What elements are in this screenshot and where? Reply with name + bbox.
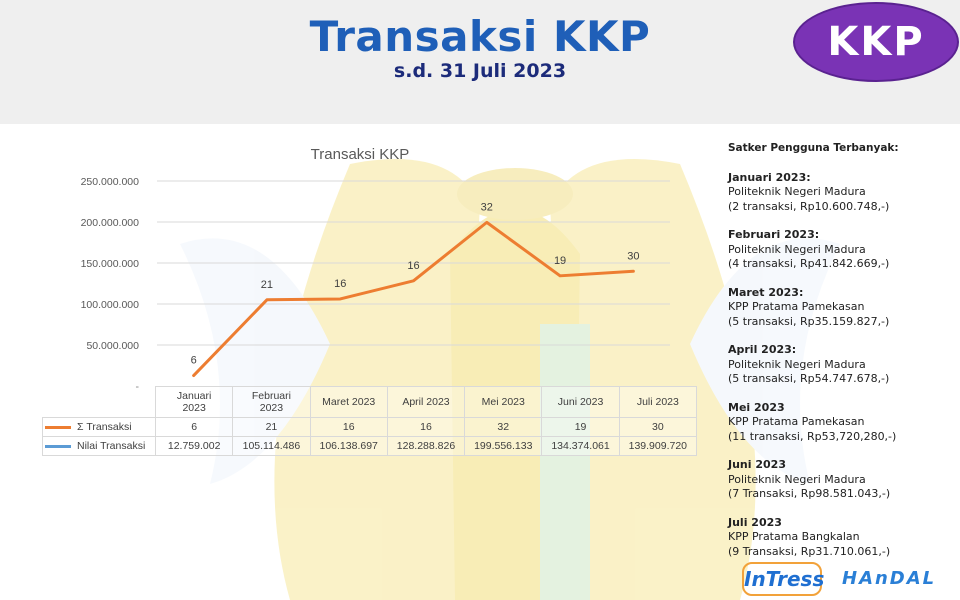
x-tick-label: April 2023 <box>386 386 466 418</box>
satker-detail: (11 transaksi, Rp53,720,280,-) <box>728 429 897 443</box>
list-item: Februari 2023: Politeknik Negeri Madura (4… <box>728 228 953 272</box>
x-tick-label: Juni 2023 <box>541 386 620 418</box>
legend-sigma-transaksi: Σ Transaksi <box>42 417 156 437</box>
point-label: 21 <box>261 279 273 291</box>
list-item: Mei 2023 KPP Pratama Pamekasan (11 transak… <box>728 401 953 445</box>
satker-name: KPP Pratama Bangkalan <box>728 530 860 543</box>
table-cell: 139.909.720 <box>618 436 697 456</box>
table-cell: 21 <box>232 417 311 437</box>
intress-logo-text: InTress <box>744 567 825 591</box>
point-label: 16 <box>407 260 419 272</box>
legend-key-orange <box>45 425 71 429</box>
satker-detail: (5 transaksi, Rp35.159.827,-) <box>728 314 890 328</box>
point-label: 19 <box>554 255 566 267</box>
table-category-row: Januari 2023 Februari 2023 Maret 2023 April 2… <box>42 386 697 418</box>
month-label: Juni 2023 <box>728 458 786 471</box>
kkp-logo: KKP <box>793 2 959 82</box>
y-tick-label: 250.000.000 <box>81 176 140 188</box>
month-label: Mei 2023 <box>728 400 785 414</box>
legend-label: Σ Transaksi <box>77 421 132 433</box>
page-subtitle: s.d. 31 Juli 2023 <box>393 60 567 82</box>
table-row: Nilai Transaksi 12.759.002 105.114.486 106… <box>42 436 697 456</box>
chart-data-table: Januari 2023 Februari 2023 Maret 2023 April 2… <box>42 386 697 456</box>
satker-detail: (9 Transaksi, Rp31.710.061,-) <box>728 544 891 558</box>
satker-detail: (2 transaksi, Rp10.600.748,-) <box>728 199 890 213</box>
satker-name: Politeknik Negeri Madura <box>728 357 866 371</box>
table-row: Σ Transaksi 6 21 16 16 32 19 30 <box>42 417 697 437</box>
month-label: Juli 2023 <box>728 515 782 529</box>
point-label: 6 <box>191 355 197 367</box>
satker-detail: (5 transaksi, Rp54.747.678,-) <box>728 372 890 385</box>
series-line-nilai-transaksi <box>192 220 635 378</box>
list-item: Juni 2023 Politeknik Negeri Madura (7 Tran… <box>728 458 953 502</box>
satker-name: KPP Pratama Pamekasan <box>728 300 865 313</box>
x-tick-label: Maret 2023 <box>309 386 388 418</box>
table-cell: 6 <box>154 417 234 437</box>
table-cell: 16 <box>309 417 388 437</box>
handal-logo-text: HAnDAL <box>842 568 937 589</box>
header-band: Transaksi KKP s.d. 31 Juli 2023 KKP <box>0 0 960 124</box>
panel-heading: Satker Pengguna Terbanyak: <box>728 142 899 154</box>
chart-title: Transaksi KKP <box>310 146 410 163</box>
list-item: Januari 2023: Politeknik Negeri Madura (2 … <box>728 171 953 215</box>
list-item: Maret 2023: KPP Pratama Pamekasan (5 trans… <box>728 286 953 330</box>
month-label: April 2023: <box>728 343 797 356</box>
handal-logo: HAnDAL <box>842 566 954 592</box>
month-label: Februari 2023: <box>728 228 820 241</box>
top-users-panel: Satker Pengguna Terbanyak: Januari 2023:… <box>728 141 953 573</box>
month-label: Maret 2023: <box>728 285 804 299</box>
x-tick-label: Mei 2023 <box>464 386 543 418</box>
table-cell: 106.138.697 <box>309 436 388 456</box>
page-title: Transaksi KKP <box>309 12 651 61</box>
kkp-logo-text: KKP <box>827 19 925 65</box>
intress-logo: InTress <box>742 562 825 596</box>
table-cell: 128.288.826 <box>386 436 466 456</box>
table-cell: 134.374.061 <box>541 436 620 456</box>
y-tick-label: - <box>136 381 140 390</box>
point-label: 32 <box>481 201 493 213</box>
table-cell: 30 <box>618 417 697 437</box>
satker-detail: (4 transaksi, Rp41.842.669,-) <box>728 257 890 270</box>
table-cell: 32 <box>464 417 543 437</box>
x-tick-label: Juli 2023 <box>618 386 697 418</box>
y-tick-label: 100.000.000 <box>81 299 140 311</box>
list-item: April 2023: Politeknik Negeri Madura (5 tr… <box>728 343 953 387</box>
satker-detail: (7 Transaksi, Rp98.581.043,-) <box>728 487 891 500</box>
y-tick-label: 200.000.000 <box>81 217 140 229</box>
legend-key-blue <box>45 444 71 448</box>
legend-nilai-transaksi: Nilai Transaksi <box>42 436 156 456</box>
legend-label: Nilai Transaksi <box>77 440 146 452</box>
x-tick-label: Januari 2023 <box>154 386 234 418</box>
point-label: 16 <box>334 278 346 290</box>
table-corner <box>42 386 156 418</box>
point-label: 30 <box>627 250 639 262</box>
list-item: Juli 2023 KPP Pratama Bangkalan (9 Transak… <box>728 516 953 560</box>
month-label: Januari 2023: <box>728 170 811 184</box>
satker-name: Politeknik Negeri Madura <box>728 242 866 256</box>
satker-name: KPP Pratama Pamekasan <box>728 415 865 428</box>
satker-name: Politeknik Negeri Madura <box>728 472 866 486</box>
y-tick-label: 150.000.000 <box>81 258 140 270</box>
table-cell: 199.556.133 <box>464 436 543 456</box>
y-tick-label: 50.000.000 <box>86 340 139 352</box>
chart-plot: 250.000.000 200.000.000 150.000.000 100.000… <box>81 176 670 390</box>
month-list: Januari 2023: Politeknik Negeri Madura (2 … <box>728 171 953 560</box>
x-tick-label: Februari 2023 <box>232 386 311 418</box>
table-cell: 12.759.002 <box>154 436 234 456</box>
satker-name: Politeknik Negeri Madura <box>728 185 866 198</box>
table-cell: 19 <box>541 417 620 437</box>
table-cell: 105.114.486 <box>232 436 311 456</box>
line-chart: Transaksi KKP 250.000.000 200.000.000 150.… <box>40 140 680 470</box>
table-cell: 16 <box>386 417 466 437</box>
